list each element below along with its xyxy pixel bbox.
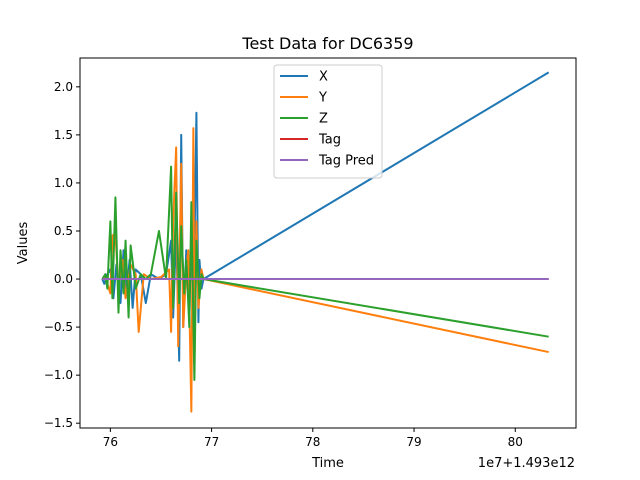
y-tick-label: −1.5 [44, 416, 73, 430]
y-axis-label: Values [16, 222, 31, 265]
y-tick-label: −0.5 [44, 320, 73, 334]
chart-title: Test Data for DC6359 [241, 34, 413, 53]
series-line-z [101, 165, 549, 381]
y-axis: −1.5 −1.0 −0.5 0.0 0.5 1.0 1.5 2.0 [44, 80, 80, 430]
x-tick-label: 76 [103, 435, 118, 449]
x-axis-offset-label: 1e7+1.493e12 [478, 456, 575, 471]
legend-label: Y [318, 91, 327, 106]
x-tick-label: 79 [406, 435, 421, 449]
y-tick-label: 0.0 [54, 272, 73, 286]
y-tick-label: −1.0 [44, 368, 73, 382]
legend-label: Tag Pred [318, 154, 374, 169]
plot-area [101, 71, 550, 413]
x-axis-label: Time [311, 456, 344, 471]
legend: XYZ Tag Tag Pred [273, 64, 383, 179]
legend-label: X [319, 70, 328, 85]
x-axis: 76 77 78 79 80 [103, 428, 523, 449]
legend-box [273, 64, 383, 179]
y-tick-label: 0.5 [54, 224, 73, 238]
y-tick-label: 1.0 [54, 176, 73, 190]
legend-label: Z [319, 112, 328, 127]
x-tick-label: 80 [508, 435, 523, 449]
y-tick-label: 1.5 [54, 128, 73, 142]
axes-frame [79, 57, 577, 429]
x-tick-label: 78 [305, 435, 320, 449]
y-tick-label: 2.0 [54, 80, 73, 94]
x-tick-label: 77 [204, 435, 219, 449]
legend-label: Tag [318, 133, 341, 148]
